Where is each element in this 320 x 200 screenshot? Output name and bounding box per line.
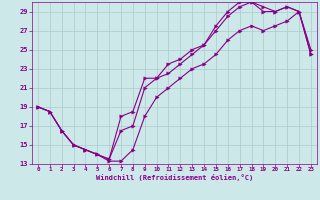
X-axis label: Windchill (Refroidissement éolien,°C): Windchill (Refroidissement éolien,°C) <box>96 174 253 181</box>
